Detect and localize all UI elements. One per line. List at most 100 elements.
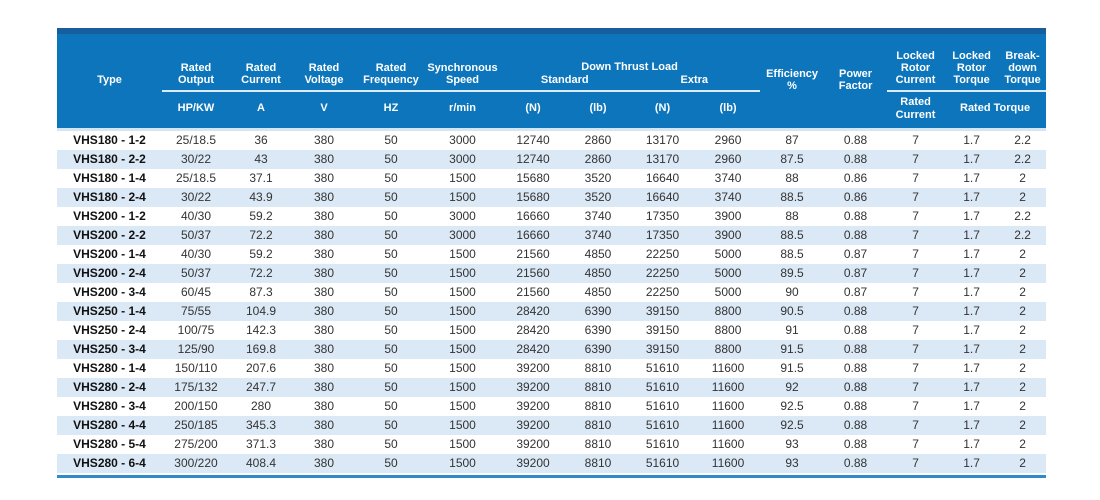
table-row: VHS280 - 6-4 300/220 408.4 380 50 1500 39200 88…: [57, 454, 1047, 473]
value-cell: 16640: [645, 171, 680, 185]
value-cell: 1500: [449, 304, 476, 318]
value-cell: 16640: [645, 190, 680, 204]
value-cell: 0.88: [824, 128, 888, 150]
value-cell: 345.3: [245, 418, 277, 432]
value-cell: 88.5: [780, 247, 804, 261]
value-cell: 25/18.5: [162, 128, 230, 150]
value-cell: 0.88: [843, 209, 868, 223]
value-cell: 50: [384, 380, 398, 394]
value-cell: 43: [254, 152, 268, 166]
table-row: VHS180 - 1-2 25/18.5 36 380 50 3000 12740 2860 1…: [57, 128, 1047, 150]
table-row: VHS280 - 5-4 275/200 371.3 380 50 1500 39200 88…: [57, 435, 1046, 454]
value-cell: 37.1: [249, 171, 273, 185]
value-cell: 1500: [449, 399, 476, 413]
value-cell: 3000: [449, 152, 476, 166]
value-cell: 2860: [584, 152, 612, 166]
value-cell: 1.7: [963, 266, 980, 280]
col-header-rated-frequency: Rated Frequency: [356, 31, 426, 92]
value-cell: 1.7: [963, 361, 980, 375]
value-cell: 380: [313, 171, 335, 185]
value-cell: 39200: [516, 437, 550, 451]
value-cell: 50: [384, 323, 398, 337]
value-cell: 11600: [711, 418, 745, 432]
value-cell: 380: [313, 456, 335, 470]
value-cell: 380: [313, 152, 335, 166]
value-cell: 17350: [645, 228, 680, 242]
type-cell: VHS200 - 1-2: [73, 209, 146, 223]
value-cell: 50: [384, 285, 398, 299]
value-cell: 0.88: [843, 342, 868, 356]
value-cell: 50: [384, 342, 398, 356]
value-cell: 39200: [516, 418, 550, 432]
table-body: VHS180 - 1-2 25/18.5 36 380 50 3000 12740 2860 1…: [57, 128, 1047, 473]
value-cell: 51610: [645, 418, 680, 432]
value-cell: 87: [760, 128, 825, 150]
value-cell: 7: [912, 418, 919, 432]
value-cell: 2.2: [1014, 228, 1031, 242]
value-cell: 1500: [449, 456, 476, 470]
value-cell: 3520: [584, 190, 612, 204]
value-cell: 28420: [516, 304, 550, 318]
value-cell: 175/132: [174, 380, 218, 394]
value-cell: 2: [1019, 456, 1026, 470]
value-cell: 6390: [584, 342, 612, 356]
value-cell: 8810: [584, 418, 612, 432]
value-cell: 0.88: [843, 323, 868, 337]
value-cell: 0.88: [843, 399, 868, 413]
value-cell: 90.5: [780, 304, 804, 318]
value-cell: 36: [230, 128, 292, 150]
value-cell: 13170: [629, 128, 696, 150]
type-cell: VHS200 - 2-4: [73, 266, 146, 280]
unit-speed: r/min: [426, 91, 499, 130]
value-cell: 39150: [645, 342, 680, 356]
value-cell: 1500: [449, 190, 476, 204]
value-cell: 300/220: [174, 456, 218, 470]
value-cell: 247.7: [245, 380, 277, 394]
value-cell: 380: [313, 266, 335, 280]
value-cell: 15680: [516, 171, 550, 185]
value-cell: 8810: [584, 456, 612, 470]
value-cell: 50: [384, 190, 398, 204]
value-cell: 7: [912, 152, 919, 166]
value-cell: 72.2: [249, 228, 273, 242]
value-cell: 250/185: [174, 418, 218, 432]
value-cell: 39150: [645, 304, 680, 318]
value-cell: 88: [785, 209, 799, 223]
value-cell: 50: [384, 266, 398, 280]
value-cell: 16660: [516, 209, 550, 223]
down-thrust-extra-label: Extra: [680, 73, 709, 86]
value-cell: 60/45: [180, 285, 212, 299]
value-cell: 30/22: [180, 152, 212, 166]
value-cell: 28420: [516, 342, 550, 356]
value-cell: 7: [912, 323, 919, 337]
value-cell: 2.2: [999, 128, 1047, 150]
value-cell: 50: [384, 209, 398, 223]
value-cell: 2.2: [1014, 209, 1031, 223]
value-cell: 7: [912, 266, 919, 280]
value-cell: 90: [785, 285, 799, 299]
value-cell: 2: [1019, 399, 1026, 413]
unit-output: HP/KW: [162, 91, 230, 130]
table-row: VHS280 - 4-4 250/185 345.3 380 50 1500 39200 88…: [57, 416, 1047, 435]
value-cell: 7: [912, 304, 919, 318]
value-cell: 0.88: [843, 228, 868, 242]
value-cell: 0.88: [843, 418, 868, 432]
value-cell: 11600: [711, 456, 745, 470]
value-cell: 5000: [714, 266, 742, 280]
value-cell: 88: [785, 171, 799, 185]
unit-standard-n: (N): [499, 91, 567, 130]
value-cell: 3520: [584, 171, 612, 185]
value-cell: 13170: [645, 152, 680, 166]
unit-extra-lb: (lb): [696, 91, 761, 130]
value-cell: 12740: [516, 152, 550, 166]
value-cell: 39200: [516, 456, 550, 470]
table-row: VHS180 - 2-2 30/22 43 380 50 3000 12740 2860 131…: [57, 150, 1047, 169]
value-cell: 11600: [711, 361, 745, 375]
value-cell: 16660: [516, 228, 550, 242]
value-cell: 93: [785, 456, 799, 470]
value-cell: 380: [313, 285, 335, 299]
value-cell: 11600: [711, 380, 745, 394]
value-cell: 1500: [449, 342, 476, 356]
value-cell: 2: [1019, 190, 1026, 204]
table-row: VHS180 - 1-4 25/18.5 37.1 380 50 1500 15680 352…: [57, 169, 1046, 188]
